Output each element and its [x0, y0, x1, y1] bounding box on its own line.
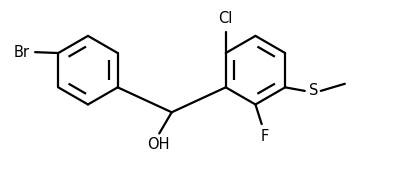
- Text: S: S: [309, 83, 318, 98]
- Text: OH: OH: [147, 137, 170, 152]
- Text: F: F: [260, 129, 269, 144]
- Text: Cl: Cl: [219, 11, 233, 26]
- Text: Br: Br: [14, 45, 30, 60]
